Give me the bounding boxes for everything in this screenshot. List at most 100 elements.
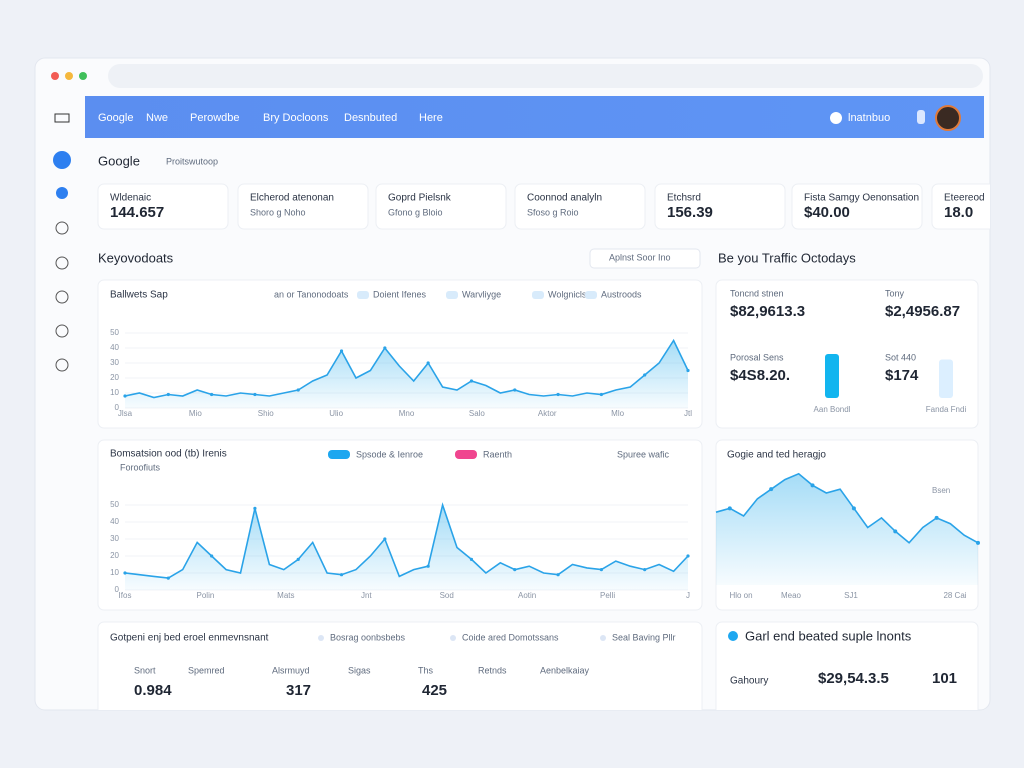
x-tick-label: Ifos — [119, 591, 132, 600]
point — [599, 568, 603, 572]
point — [383, 346, 387, 350]
kpi-value: Sfoso g Roio — [527, 207, 579, 217]
stat-label: Tony — [885, 288, 905, 298]
summary-value: $29,54.3.5 — [818, 670, 889, 687]
point — [976, 540, 980, 545]
button[interactable] — [589, 248, 701, 269]
chart-title: Bomsatsion ood (tb) Irenis — [110, 449, 227, 460]
y-tick-label: 50 — [110, 500, 119, 509]
point — [727, 506, 732, 511]
y-tick-label: 20 — [110, 373, 119, 382]
menu-icon[interactable] — [54, 113, 70, 123]
side-icon[interactable] — [55, 256, 69, 270]
x-tick-label: Hlo on — [729, 591, 752, 600]
url-bar[interactable] — [108, 64, 983, 88]
chip[interactable]: Bosrag oonbsbebs — [330, 632, 406, 642]
nav-link[interactable]: Desnbuted — [344, 112, 397, 124]
summary-name: Gahoury — [730, 676, 768, 687]
stat-value: $2,4956.87 — [885, 303, 960, 320]
right-title: Be you Traffic Octodays — [718, 250, 856, 265]
panel — [97, 183, 229, 230]
nav-link[interactable]: Perowdbe — [190, 112, 240, 124]
side-icon[interactable] — [55, 358, 69, 372]
stat-label: Sot 440 — [885, 352, 916, 362]
panel — [654, 183, 786, 230]
kpi-value: $40.00 — [804, 204, 850, 221]
y-tick-label: 50 — [110, 328, 119, 337]
legend-swatch — [328, 450, 350, 459]
side-icon[interactable] — [53, 151, 71, 169]
side-icon[interactable] — [56, 187, 68, 199]
line — [715, 472, 979, 544]
x-tick-label: Shio — [258, 409, 275, 418]
area — [716, 473, 978, 585]
y-tick-label: 10 — [110, 388, 119, 397]
kpi-label: Eteereod — [944, 193, 985, 204]
y-tick-label: 40 — [110, 517, 119, 526]
side-icon[interactable] — [55, 290, 69, 304]
legend-label: Raenth — [483, 449, 512, 459]
kpi-value: 144.657 — [110, 204, 164, 221]
point — [599, 392, 603, 397]
point — [166, 392, 170, 397]
chart-title: Ballwets Sap — [110, 290, 168, 301]
point — [210, 392, 214, 397]
cell: 425 — [422, 682, 447, 699]
kpi-label: Wldenaic — [110, 193, 151, 204]
y-tick-label: 30 — [110, 358, 119, 367]
stat-value: $174 — [885, 367, 919, 384]
x-tick-label: Ulio — [329, 409, 343, 418]
column-header: Ths — [418, 665, 434, 675]
legend-swatch — [532, 291, 544, 299]
nav-link[interactable]: Here — [419, 112, 443, 124]
chip[interactable]: Seal Baving Pllr — [612, 632, 676, 642]
nav-link[interactable]: Bry Docloons — [263, 112, 329, 124]
nav-link[interactable]: Nwe — [146, 112, 168, 124]
stat-bar — [825, 354, 839, 398]
legend-label: Spsode & Ienroe — [356, 449, 423, 459]
legend-swatch — [446, 291, 458, 299]
chip-dot — [600, 635, 606, 641]
point — [210, 554, 214, 558]
panel — [237, 183, 369, 230]
kpi-label: Elcherod atenonan — [250, 193, 334, 204]
x-tick-label: Polin — [197, 591, 215, 600]
avatar[interactable] — [935, 105, 961, 131]
section-title: Keyovodoats — [98, 250, 174, 265]
point — [166, 576, 170, 580]
chip-dot — [450, 635, 456, 641]
stat-value: $82,9613.3 — [730, 303, 805, 320]
filter[interactable]: Spuree wafic — [617, 449, 670, 459]
max-dot[interactable] — [79, 72, 87, 80]
side-icon[interactable] — [55, 324, 69, 338]
y-tick-label: 0 — [115, 585, 120, 594]
panel — [375, 183, 507, 230]
column-header: Spemred — [188, 665, 225, 675]
legend-label: an or Tanonodoats — [274, 289, 349, 299]
y-tick-label: 10 — [110, 568, 119, 577]
side-icon[interactable] — [55, 221, 69, 235]
chip[interactable]: Coide ared Domotssans — [462, 632, 559, 642]
summary-dot — [728, 631, 738, 641]
min-dot[interactable] — [65, 72, 73, 80]
line — [124, 502, 689, 579]
column-header: Retnds — [478, 665, 507, 675]
legend-label: Wolgnicls — [548, 289, 587, 299]
status-dot — [830, 112, 842, 124]
x-tick-label: Aktor — [538, 409, 557, 418]
kpi-label: Etchsrd — [667, 193, 701, 204]
x-tick-label: Jlsa — [118, 409, 133, 418]
button-label: Aplnst Soor Ino — [609, 252, 671, 262]
x-tick-label: Mats — [277, 591, 294, 600]
summary-title: Garl end beated suple lnonts — [745, 628, 912, 643]
x-tick-label: Mio — [189, 409, 202, 418]
close-dot[interactable] — [51, 72, 59, 80]
stat-value: $4S8.20. — [730, 367, 790, 384]
panel — [715, 621, 979, 710]
point — [253, 392, 257, 397]
point — [686, 368, 690, 373]
x-tick-label: J — [686, 591, 690, 600]
chart-subtitle: Foroofiuts — [120, 462, 161, 472]
point — [769, 487, 774, 492]
